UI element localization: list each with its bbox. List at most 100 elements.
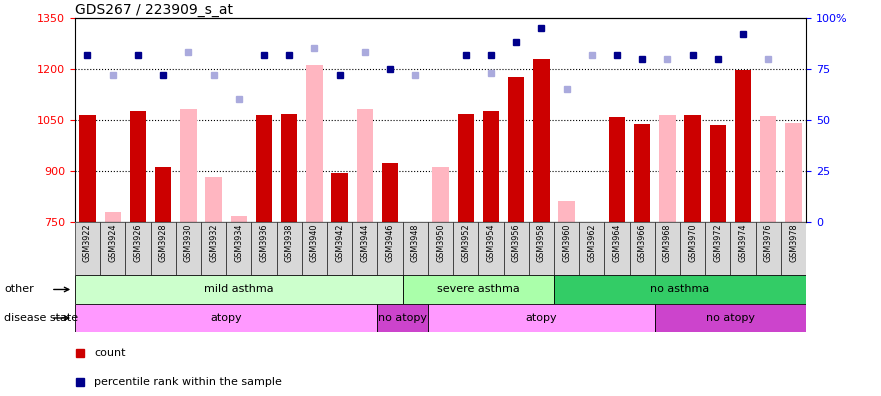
- Bar: [277, 222, 302, 275]
- Text: GSM3930: GSM3930: [184, 223, 193, 262]
- Bar: [554, 222, 579, 275]
- Text: GSM3954: GSM3954: [486, 223, 495, 262]
- Text: GSM3924: GSM3924: [108, 223, 117, 262]
- Text: GSM3972: GSM3972: [714, 223, 722, 262]
- Bar: [735, 70, 751, 222]
- Bar: [155, 167, 171, 222]
- Bar: [403, 275, 554, 304]
- Bar: [255, 115, 272, 222]
- Text: GSM3942: GSM3942: [335, 223, 344, 262]
- Bar: [130, 111, 146, 222]
- Bar: [100, 222, 125, 275]
- Bar: [75, 304, 377, 332]
- Text: GSM3958: GSM3958: [537, 223, 546, 262]
- Bar: [785, 123, 802, 222]
- Bar: [75, 275, 403, 304]
- Bar: [508, 77, 524, 222]
- Bar: [231, 216, 247, 222]
- Text: GSM3978: GSM3978: [789, 223, 798, 262]
- Text: GSM3974: GSM3974: [738, 223, 748, 262]
- Text: GSM3968: GSM3968: [663, 223, 672, 262]
- Text: GSM3922: GSM3922: [83, 223, 92, 262]
- Bar: [609, 117, 626, 222]
- Bar: [331, 173, 348, 222]
- Bar: [201, 222, 226, 275]
- Bar: [205, 177, 222, 222]
- Text: severe asthma: severe asthma: [437, 284, 520, 295]
- Bar: [680, 222, 706, 275]
- Bar: [175, 222, 201, 275]
- Text: GSM3964: GSM3964: [612, 223, 621, 262]
- Text: GDS267 / 223909_s_at: GDS267 / 223909_s_at: [75, 3, 233, 17]
- Bar: [151, 222, 175, 275]
- Bar: [554, 275, 806, 304]
- Text: GSM3944: GSM3944: [360, 223, 369, 262]
- Text: GSM3938: GSM3938: [285, 223, 293, 262]
- Text: atopy: atopy: [526, 313, 557, 323]
- Text: atopy: atopy: [211, 313, 242, 323]
- Bar: [453, 222, 478, 275]
- Text: GSM3956: GSM3956: [512, 223, 521, 262]
- Text: GSM3960: GSM3960: [562, 223, 571, 262]
- Text: disease state: disease state: [4, 313, 78, 323]
- Bar: [478, 222, 504, 275]
- Text: no atopy: no atopy: [378, 313, 427, 323]
- Bar: [730, 222, 756, 275]
- Bar: [180, 109, 196, 222]
- Bar: [125, 222, 151, 275]
- Bar: [504, 222, 529, 275]
- Text: percentile rank within the sample: percentile rank within the sample: [94, 377, 282, 387]
- Bar: [327, 222, 352, 275]
- Text: other: other: [4, 284, 34, 295]
- Text: GSM3976: GSM3976: [764, 223, 773, 262]
- Text: GSM3940: GSM3940: [310, 223, 319, 262]
- Bar: [357, 109, 373, 222]
- Text: no atopy: no atopy: [706, 313, 755, 323]
- Bar: [377, 222, 403, 275]
- Bar: [428, 222, 453, 275]
- Bar: [604, 222, 630, 275]
- Bar: [533, 59, 550, 222]
- Text: GSM3928: GSM3928: [159, 223, 167, 262]
- Bar: [307, 65, 322, 222]
- Bar: [403, 222, 428, 275]
- Bar: [685, 115, 701, 222]
- Text: GSM3948: GSM3948: [411, 223, 419, 262]
- Bar: [281, 114, 298, 222]
- Bar: [630, 222, 655, 275]
- Text: GSM3934: GSM3934: [234, 223, 243, 262]
- Bar: [706, 222, 730, 275]
- Bar: [302, 222, 327, 275]
- Bar: [428, 304, 655, 332]
- Bar: [251, 222, 277, 275]
- Text: GSM3970: GSM3970: [688, 223, 697, 262]
- Text: GSM3950: GSM3950: [436, 223, 445, 262]
- Text: GSM3926: GSM3926: [133, 223, 143, 262]
- Text: GSM3962: GSM3962: [588, 223, 596, 262]
- Text: mild asthma: mild asthma: [204, 284, 274, 295]
- Text: count: count: [94, 348, 126, 358]
- Bar: [655, 304, 806, 332]
- Text: GSM3932: GSM3932: [209, 223, 218, 262]
- Bar: [226, 222, 251, 275]
- Text: GSM3966: GSM3966: [638, 223, 647, 262]
- Bar: [457, 114, 474, 222]
- Bar: [634, 124, 650, 222]
- Bar: [105, 212, 121, 222]
- Bar: [529, 222, 554, 275]
- Bar: [781, 222, 806, 275]
- Bar: [75, 222, 100, 275]
- Bar: [483, 111, 500, 222]
- Text: GSM3952: GSM3952: [462, 223, 470, 262]
- Bar: [756, 222, 781, 275]
- Text: no asthma: no asthma: [650, 284, 710, 295]
- Text: GSM3936: GSM3936: [260, 223, 269, 262]
- Bar: [433, 167, 448, 222]
- Bar: [760, 116, 776, 222]
- Bar: [559, 201, 574, 222]
- Bar: [710, 125, 726, 222]
- Bar: [352, 222, 377, 275]
- Bar: [377, 304, 428, 332]
- Text: GSM3946: GSM3946: [386, 223, 395, 262]
- Bar: [79, 115, 96, 222]
